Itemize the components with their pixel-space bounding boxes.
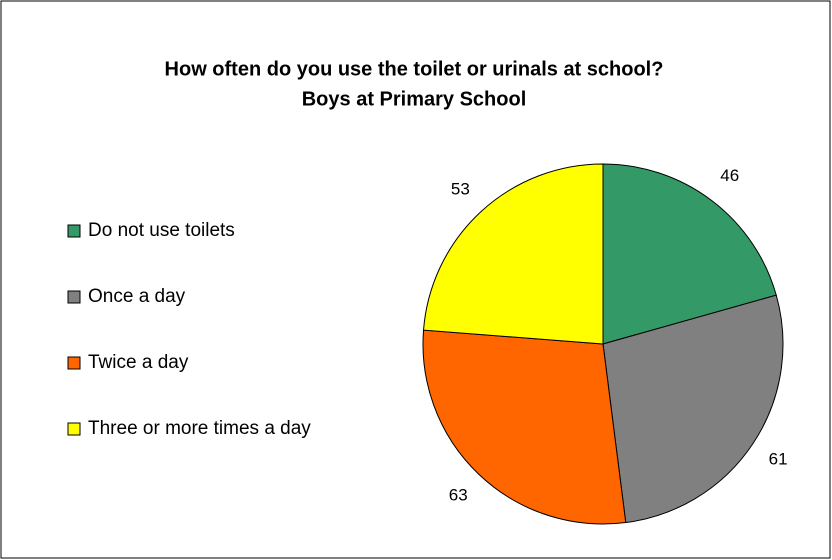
pie-slice [602,294,784,524]
pie-slice [602,163,777,345]
value-label: 53 [451,179,470,198]
legend-text: Once a day [88,286,186,307]
legend-text: Three or more times a day [88,418,311,439]
value-label: 46 [720,166,739,185]
legend-swatch [67,224,81,238]
legend-swatch [67,356,81,370]
value-label: 63 [449,486,468,505]
chart-subtitle: Boys at Primary School [302,88,527,110]
pie-slice [422,329,627,525]
legend-text: Twice a day [88,352,189,373]
value-label: 61 [769,449,788,468]
legend-text: Do not use toilets [88,220,235,241]
legend-swatch [67,290,81,304]
pie-slice [423,163,604,345]
chart-title: How often do you use the toilet or urina… [165,58,664,80]
legend-swatch [67,422,81,436]
